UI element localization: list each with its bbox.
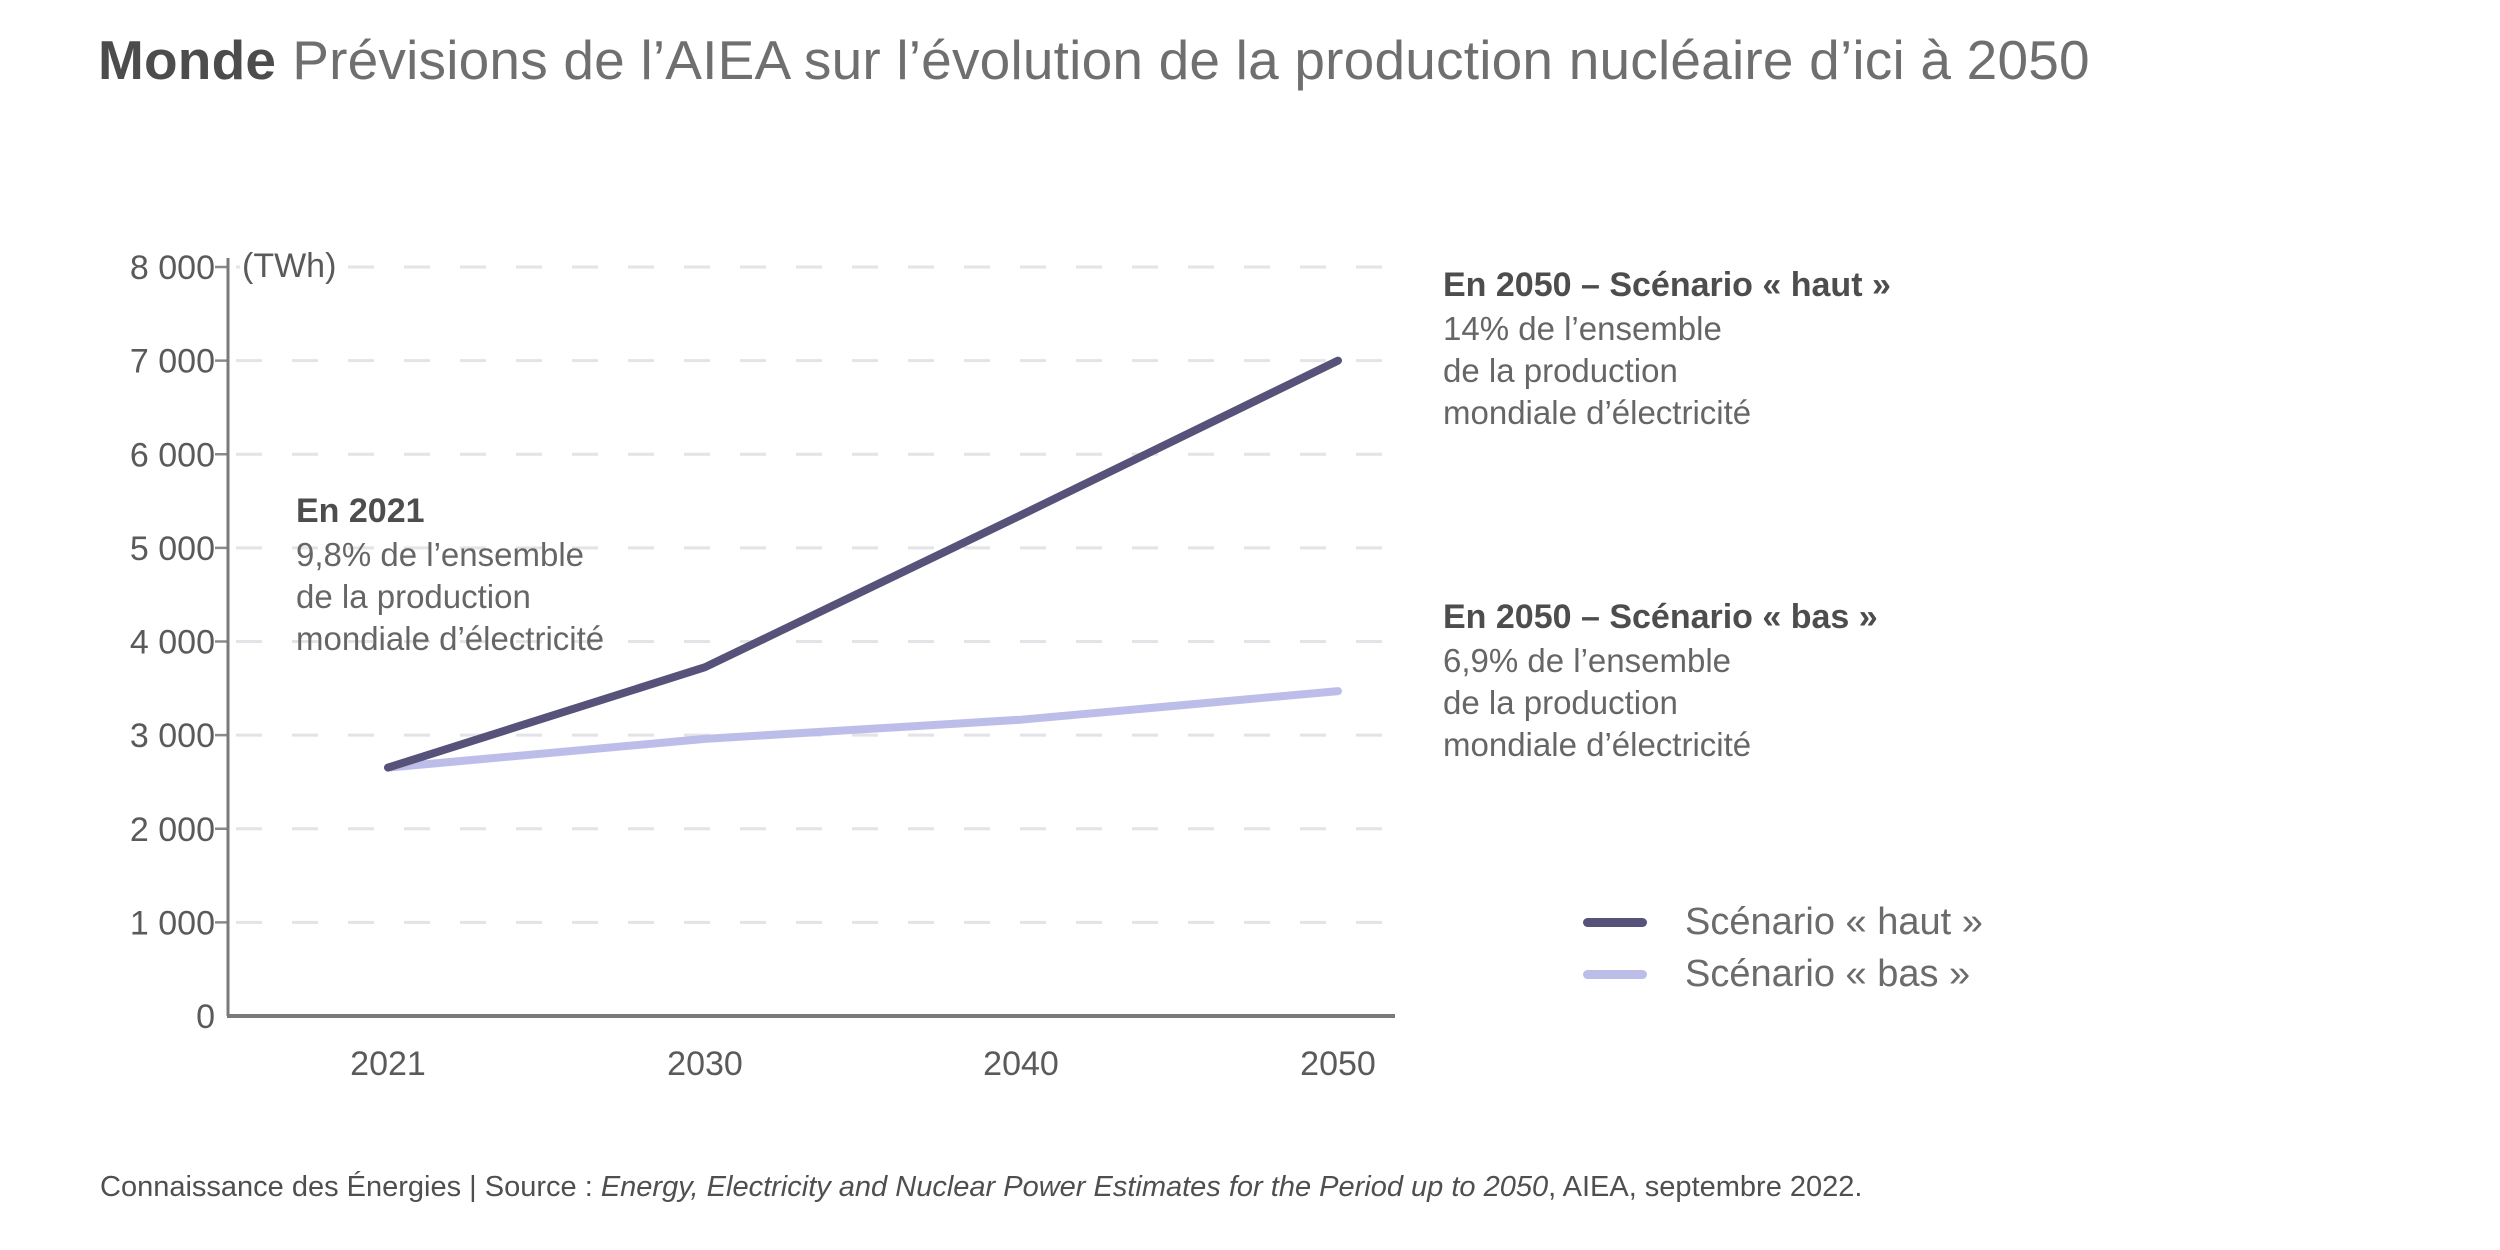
legend-label-haut: Scénario « haut »	[1685, 900, 1983, 943]
legend-label-bas: Scénario « bas »	[1685, 952, 1971, 995]
y-tick-label-6000: 6 000	[130, 436, 215, 474]
y-tick-label-0: 0	[196, 998, 215, 1036]
series-line-bas	[384, 687, 1342, 772]
y-tick-label-4000: 4 000	[130, 624, 215, 662]
y-axis-unit-label: (TWh)	[240, 246, 343, 286]
x-tick-label-2050: 2050	[1300, 1045, 1376, 1083]
annotation-2050-haut: En 2050 – Scénario « haut » 14% de l’ens…	[1443, 264, 1891, 434]
legend-swatch-bas	[1583, 969, 1647, 979]
y-tick-label-8000: 8 000	[130, 249, 215, 287]
annotation-2050-haut-line2: de la production	[1443, 352, 1678, 389]
source-suffix: , AIEA, septembre 2022.	[1548, 1171, 1863, 1203]
y-tick-label-5000: 5 000	[130, 530, 215, 568]
title-region-label: Monde	[98, 29, 277, 91]
x-tick-label-2030: 2030	[667, 1045, 743, 1083]
title-text: Prévisions de l’AIEA sur l’évolution de …	[292, 29, 2090, 91]
y-tick-label-3000: 3 000	[130, 717, 215, 755]
annotation-2021-title: En 2021	[296, 492, 425, 530]
y-tick-label-1000: 1 000	[130, 904, 215, 942]
annotation-2050-bas-line2: de la production	[1443, 684, 1678, 721]
annotation-2050-bas-line1: 6,9% de l’ensemble	[1443, 642, 1732, 679]
annotation-2050-haut-title: En 2050 – Scénario « haut »	[1443, 266, 1891, 304]
annotation-2021-line2: de la production	[296, 578, 531, 615]
annotation-2050-bas: En 2050 – Scénario « bas » 6,9% de l’ens…	[1443, 596, 1878, 766]
annotation-2021-line1: 9,8% de l’ensemble	[296, 536, 585, 573]
annotation-2050-haut-line3: mondiale d’électricité	[1443, 394, 1752, 431]
annotation-2050-haut-line1: 14% de l’ensemble	[1443, 310, 1722, 347]
source-prefix: Connaissance des Énergies | Source :	[100, 1171, 601, 1203]
x-tick-label-2021: 2021	[350, 1045, 426, 1083]
y-tick-label-7000: 7 000	[130, 343, 215, 381]
annotation-2021: En 2021 9,8% de l’ensemble de la product…	[296, 490, 604, 660]
source-report-title: Energy, Electricity and Nuclear Power Es…	[600, 1171, 1549, 1203]
legend-swatch-haut	[1583, 917, 1647, 927]
annotation-2021-line3: mondiale d’électricité	[296, 620, 605, 657]
source-line: Connaissance des Énergies | Source : Ene…	[100, 1171, 1862, 1204]
page-title: Monde Prévisions de l’AIEA sur l’évolutio…	[98, 28, 2090, 92]
legend-item-haut: Scénario « haut »	[1583, 896, 1983, 948]
y-tick-label-2000: 2 000	[130, 811, 215, 849]
annotation-2050-bas-line3: mondiale d’électricité	[1443, 726, 1752, 763]
series-line-haut	[384, 356, 1342, 772]
legend-item-bas: Scénario « bas »	[1583, 948, 1983, 1000]
legend: Scénario « haut » Scénario « bas »	[1583, 896, 1983, 1000]
annotation-2050-bas-title: En 2050 – Scénario « bas »	[1443, 598, 1878, 636]
x-tick-label-2040: 2040	[983, 1045, 1059, 1083]
